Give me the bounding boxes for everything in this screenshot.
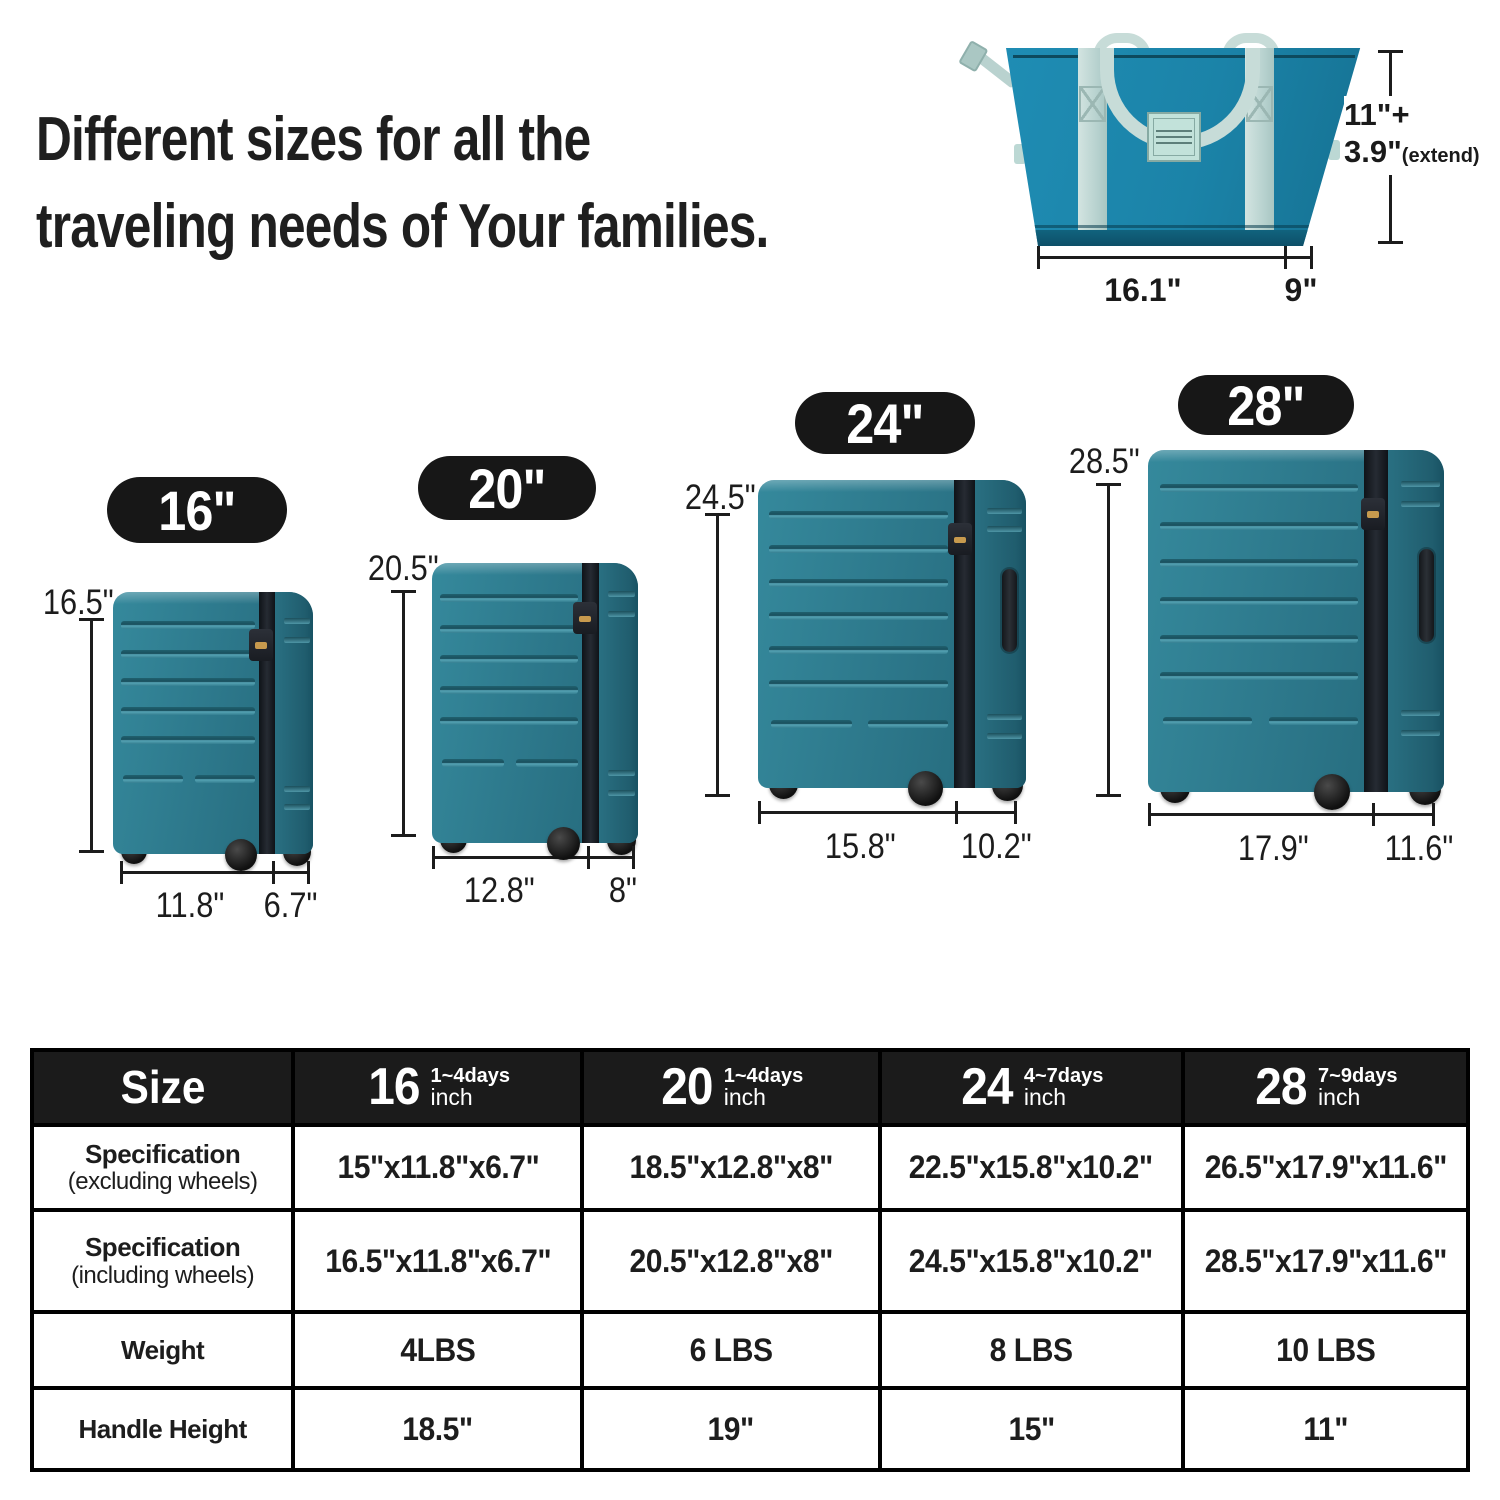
table-header-24: 24 4~7days inch bbox=[881, 1052, 1181, 1123]
table-cell: 8 LBS bbox=[881, 1314, 1181, 1387]
suitcase-20-height-dimension-line bbox=[391, 590, 416, 837]
suitcase-28-image bbox=[1148, 450, 1444, 810]
case-zipper-band bbox=[953, 480, 976, 788]
table-cell: 15" bbox=[881, 1390, 1181, 1468]
size-badge-16: 16" bbox=[107, 477, 287, 543]
table-cell: 11" bbox=[1184, 1390, 1466, 1468]
suitcase-shell bbox=[1148, 450, 1444, 792]
suitcase-20-depth-label: 8" bbox=[608, 871, 638, 910]
table-cell: 15"x11.8"x6.7" bbox=[295, 1126, 581, 1209]
table-cell: 18.5"x12.8"x8" bbox=[584, 1126, 878, 1209]
page-title-line1: Different sizes for all the bbox=[36, 105, 591, 174]
wheel bbox=[908, 771, 944, 806]
suitcase-16-depth-label: 6.7" bbox=[264, 886, 318, 925]
row-label-spec-including: Specification (including wheels) bbox=[34, 1212, 292, 1311]
bag-body bbox=[1006, 48, 1361, 246]
bag-brand-label bbox=[1147, 112, 1201, 162]
table-cell: 6 LBS bbox=[584, 1314, 878, 1387]
bag-handle-arc bbox=[1222, 33, 1280, 57]
size-badge-16-label: 16" bbox=[158, 478, 236, 542]
suitcase-28-width-label: 17.9" bbox=[1237, 829, 1309, 868]
table-cell: 18.5" bbox=[295, 1390, 581, 1468]
suitcase-16-image bbox=[113, 592, 313, 871]
travel-bag-figure bbox=[973, 33, 1362, 246]
row-label-handle-height: Handle Height bbox=[34, 1390, 292, 1468]
wheel bbox=[547, 827, 581, 860]
wheel bbox=[225, 839, 257, 871]
size-badge-20: 20" bbox=[418, 456, 596, 520]
suitcase-28-width-dimension-line bbox=[1148, 803, 1435, 826]
suitcase-shell bbox=[432, 563, 638, 843]
bag-expand-seam bbox=[1023, 225, 1330, 228]
bag-strap-stitch bbox=[1079, 86, 1106, 122]
table-cell: 26.5"x17.9"x11.6" bbox=[1184, 1126, 1466, 1209]
suitcase-shell bbox=[758, 480, 1026, 788]
bag-extend-suffix: (extend) bbox=[1401, 145, 1480, 167]
case-lock bbox=[572, 602, 597, 635]
page-title: Different sizes for all the traveling ne… bbox=[36, 96, 952, 270]
case-lock bbox=[1360, 497, 1385, 530]
table-cell: 20.5"x12.8"x8" bbox=[584, 1212, 878, 1311]
suitcase-24-width-dimension-line bbox=[758, 801, 1017, 824]
bag-depth-dimension-label: 9" bbox=[1284, 272, 1318, 308]
table-cell: 22.5"x15.8"x10.2" bbox=[881, 1126, 1181, 1209]
wheel bbox=[1313, 774, 1350, 810]
suitcase-28-height-label: 28.5" bbox=[1068, 442, 1140, 481]
case-side-panel bbox=[273, 592, 313, 854]
size-badge-24-label: 24" bbox=[846, 391, 924, 455]
table-cell: 19" bbox=[584, 1390, 878, 1468]
suitcase-20-width-dimension-line bbox=[432, 846, 635, 869]
table-header-28: 28 7~9days inch bbox=[1184, 1052, 1466, 1123]
table-header-20: 20 1~4days inch bbox=[584, 1052, 878, 1123]
suitcase-24-image bbox=[758, 480, 1026, 806]
table-cell: 24.5"x15.8"x10.2" bbox=[881, 1212, 1181, 1311]
suitcase-16-width-dimension-line bbox=[120, 861, 310, 884]
bag-width-dimension-line bbox=[1037, 246, 1313, 269]
case-side-handle bbox=[1001, 569, 1017, 653]
table-header-16: 16 1~4days inch bbox=[295, 1052, 581, 1123]
case-zipper-band bbox=[1364, 450, 1388, 792]
size-badge-28: 28" bbox=[1178, 373, 1354, 437]
row-label-weight: Weight bbox=[34, 1314, 292, 1387]
table-cell: 10 LBS bbox=[1184, 1314, 1466, 1387]
table-cell: 16.5"x11.8"x6.7" bbox=[295, 1212, 581, 1311]
suitcase-16-height-label: 16.5" bbox=[42, 583, 114, 622]
bag-extend-value: 3.9" bbox=[1344, 134, 1402, 169]
case-side-panel bbox=[596, 563, 638, 843]
suitcase-28-height-dimension-line bbox=[1096, 483, 1121, 797]
row-label-spec-excluding: Specification (excluding wheels) bbox=[34, 1126, 292, 1209]
table-cell: 4LBS bbox=[295, 1314, 581, 1387]
size-badge-28-label: 28" bbox=[1227, 373, 1305, 437]
table-cell: 28.5"x17.9"x11.6" bbox=[1184, 1212, 1466, 1311]
bag-width-dimension-label: 16.1" bbox=[1104, 272, 1182, 308]
spec-table: Size 16 1~4days inch 20 1~4days inch 24 4~… bbox=[30, 1048, 1470, 1472]
suitcase-24-depth-label: 10.2" bbox=[960, 827, 1032, 866]
size-badge-20-label: 20" bbox=[468, 456, 546, 520]
table-header-size: Size bbox=[34, 1052, 292, 1123]
suitcase-28-depth-label: 11.6" bbox=[1384, 829, 1454, 868]
suitcase-24-height-label: 24.5" bbox=[684, 478, 756, 517]
suitcase-20-height-label: 20.5" bbox=[367, 549, 439, 588]
suitcase-16-width-label: 11.8" bbox=[155, 886, 225, 925]
size-badge-24: 24" bbox=[795, 391, 975, 455]
bag-base bbox=[1016, 230, 1337, 246]
suitcase-20-image bbox=[432, 563, 638, 860]
case-lock bbox=[948, 523, 973, 556]
suitcase-24-width-label: 15.8" bbox=[824, 827, 896, 866]
suitcase-16-height-dimension-line bbox=[79, 618, 104, 853]
suitcase-24-height-dimension-line bbox=[705, 513, 730, 797]
case-lock bbox=[249, 628, 273, 661]
suitcase-20-width-label: 12.8" bbox=[463, 871, 535, 910]
case-side-handle bbox=[1418, 549, 1434, 642]
page-title-line2: traveling needs of Your families. bbox=[36, 192, 769, 261]
bag-height-value: 11"+ bbox=[1344, 97, 1410, 132]
bag-handle-arc bbox=[1093, 33, 1151, 57]
bag-height-dimension-label: 11"+ 3.9"(extend) bbox=[1344, 96, 1500, 175]
suitcase-shell bbox=[113, 592, 313, 854]
